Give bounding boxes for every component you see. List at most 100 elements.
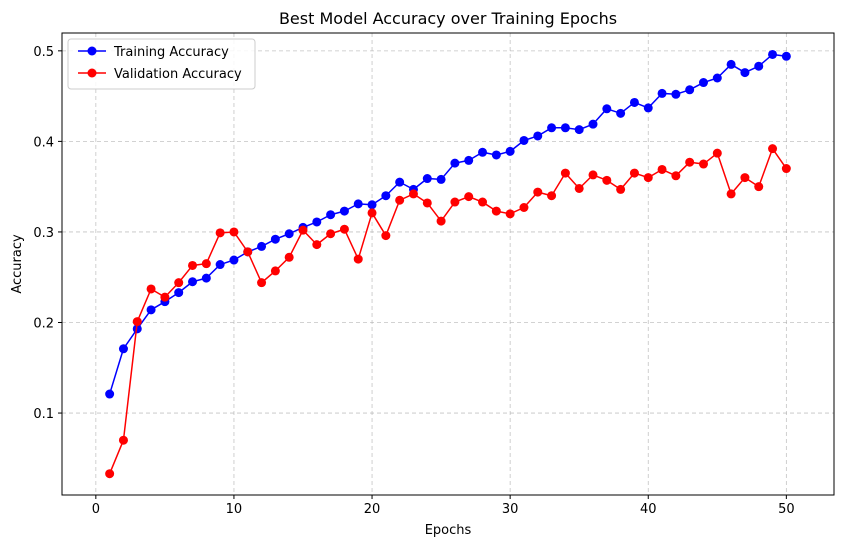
validation-accuracy-point — [478, 197, 488, 207]
training-accuracy-point — [754, 61, 764, 71]
training-accuracy-point — [422, 174, 432, 184]
validation-accuracy-point — [298, 225, 308, 235]
training-accuracy-point — [201, 273, 211, 283]
validation-accuracy-line — [108, 147, 787, 475]
training-accuracy-point — [270, 234, 280, 244]
training-accuracy-point — [257, 241, 267, 251]
legend-marker-training — [87, 46, 97, 56]
x-axis-label: Epochs — [425, 523, 472, 538]
training-accuracy-point — [685, 85, 695, 95]
training-accuracy-point — [740, 68, 750, 78]
validation-accuracy-point — [257, 278, 267, 288]
training-accuracy-point — [339, 206, 349, 216]
validation-accuracy-point — [353, 254, 363, 264]
training-accuracy-point — [533, 131, 543, 141]
training-accuracy-point — [395, 177, 405, 187]
training-accuracy-line — [108, 53, 787, 395]
validation-accuracy-point — [574, 183, 584, 193]
ticks: 0 10 20 30 40 50 0.1 0.2 0.3 0.4 0.5 — [33, 45, 794, 517]
validation-accuracy-point — [685, 157, 695, 167]
training-accuracy-point — [629, 97, 639, 107]
x-tick-label: 30 — [502, 502, 519, 517]
validation-accuracy-point — [450, 197, 460, 207]
validation-accuracy-point — [519, 202, 529, 212]
training-accuracy-point — [312, 217, 322, 227]
validation-accuracy-point — [754, 182, 764, 192]
validation-accuracy-point — [464, 192, 474, 202]
validation-accuracy-point — [560, 168, 570, 178]
training-accuracy-point — [574, 125, 584, 135]
training-accuracy-point — [768, 49, 778, 59]
validation-accuracy-point — [381, 231, 391, 241]
validation-accuracy-point — [326, 229, 336, 239]
y-tick-label: 0.5 — [33, 45, 54, 60]
y-tick-label: 0.2 — [33, 316, 54, 331]
x-tick-label: 10 — [226, 502, 243, 517]
validation-accuracy-point — [740, 173, 750, 183]
training-accuracy-point — [215, 260, 225, 270]
validation-accuracy-point — [588, 170, 598, 180]
training-accuracy-point — [367, 200, 377, 210]
training-accuracy-point — [671, 89, 681, 99]
validation-accuracy-point — [146, 284, 156, 294]
training-accuracy-point — [781, 51, 791, 61]
x-tick-label: 0 — [92, 502, 100, 517]
validation-accuracy-point — [768, 144, 778, 154]
series-layer — [105, 49, 791, 479]
training-accuracy-point — [353, 199, 363, 209]
training-accuracy-point — [519, 135, 529, 145]
training-accuracy-point — [547, 123, 557, 133]
validation-accuracy-point — [671, 171, 681, 181]
validation-accuracy-point — [339, 224, 349, 234]
training-accuracy-point — [105, 389, 115, 399]
validation-accuracy-point — [643, 173, 653, 183]
x-tick-label: 50 — [778, 502, 795, 517]
y-tick-label: 0.4 — [33, 135, 54, 150]
validation-accuracy-point — [505, 209, 515, 219]
training-accuracy-point — [505, 146, 515, 156]
training-accuracy-point — [643, 103, 653, 113]
training-accuracy-point — [698, 78, 708, 88]
validation-accuracy-point — [284, 252, 294, 262]
validation-accuracy-point — [533, 187, 543, 197]
validation-accuracy-point — [712, 148, 722, 158]
validation-accuracy-point — [726, 189, 736, 199]
legend-label-training: Training Accuracy — [113, 45, 229, 60]
training-accuracy-point — [657, 88, 667, 98]
training-accuracy-point — [146, 305, 156, 315]
validation-accuracy-point — [243, 247, 253, 257]
training-accuracy-point — [284, 229, 294, 239]
training-accuracy-point — [616, 108, 626, 118]
validation-accuracy-point — [270, 266, 280, 276]
x-tick-label: 20 — [364, 502, 381, 517]
training-accuracy-point — [436, 174, 446, 184]
legend-label-validation: Validation Accuracy — [114, 67, 242, 82]
training-accuracy-point — [560, 123, 570, 133]
validation-accuracy-point — [422, 198, 432, 208]
training-accuracy-point — [326, 210, 336, 220]
validation-accuracy-point — [408, 189, 418, 199]
validation-accuracy-point — [201, 259, 211, 269]
validation-accuracy-point — [629, 168, 639, 178]
validation-accuracy-point — [312, 240, 322, 250]
training-accuracy-point — [381, 191, 391, 201]
training-accuracy-point — [132, 324, 142, 334]
validation-accuracy-point — [657, 164, 667, 174]
validation-accuracy-point — [781, 164, 791, 174]
validation-accuracy-point — [616, 184, 626, 194]
legend-marker-validation — [87, 68, 97, 78]
validation-accuracy-point — [174, 278, 184, 288]
y-tick-label: 0.3 — [33, 226, 54, 241]
training-accuracy-point — [726, 59, 736, 69]
y-axis-label: Accuracy — [10, 234, 25, 294]
training-accuracy-point — [478, 147, 488, 157]
validation-accuracy-point — [215, 228, 225, 238]
legend-box — [67, 38, 256, 90]
validation-accuracy-point — [160, 292, 170, 302]
grid — [62, 33, 834, 495]
plot-area-frame — [61, 32, 835, 496]
validation-accuracy-point — [602, 175, 612, 185]
training-accuracy-point — [229, 255, 239, 265]
training-accuracy-point — [174, 288, 184, 298]
